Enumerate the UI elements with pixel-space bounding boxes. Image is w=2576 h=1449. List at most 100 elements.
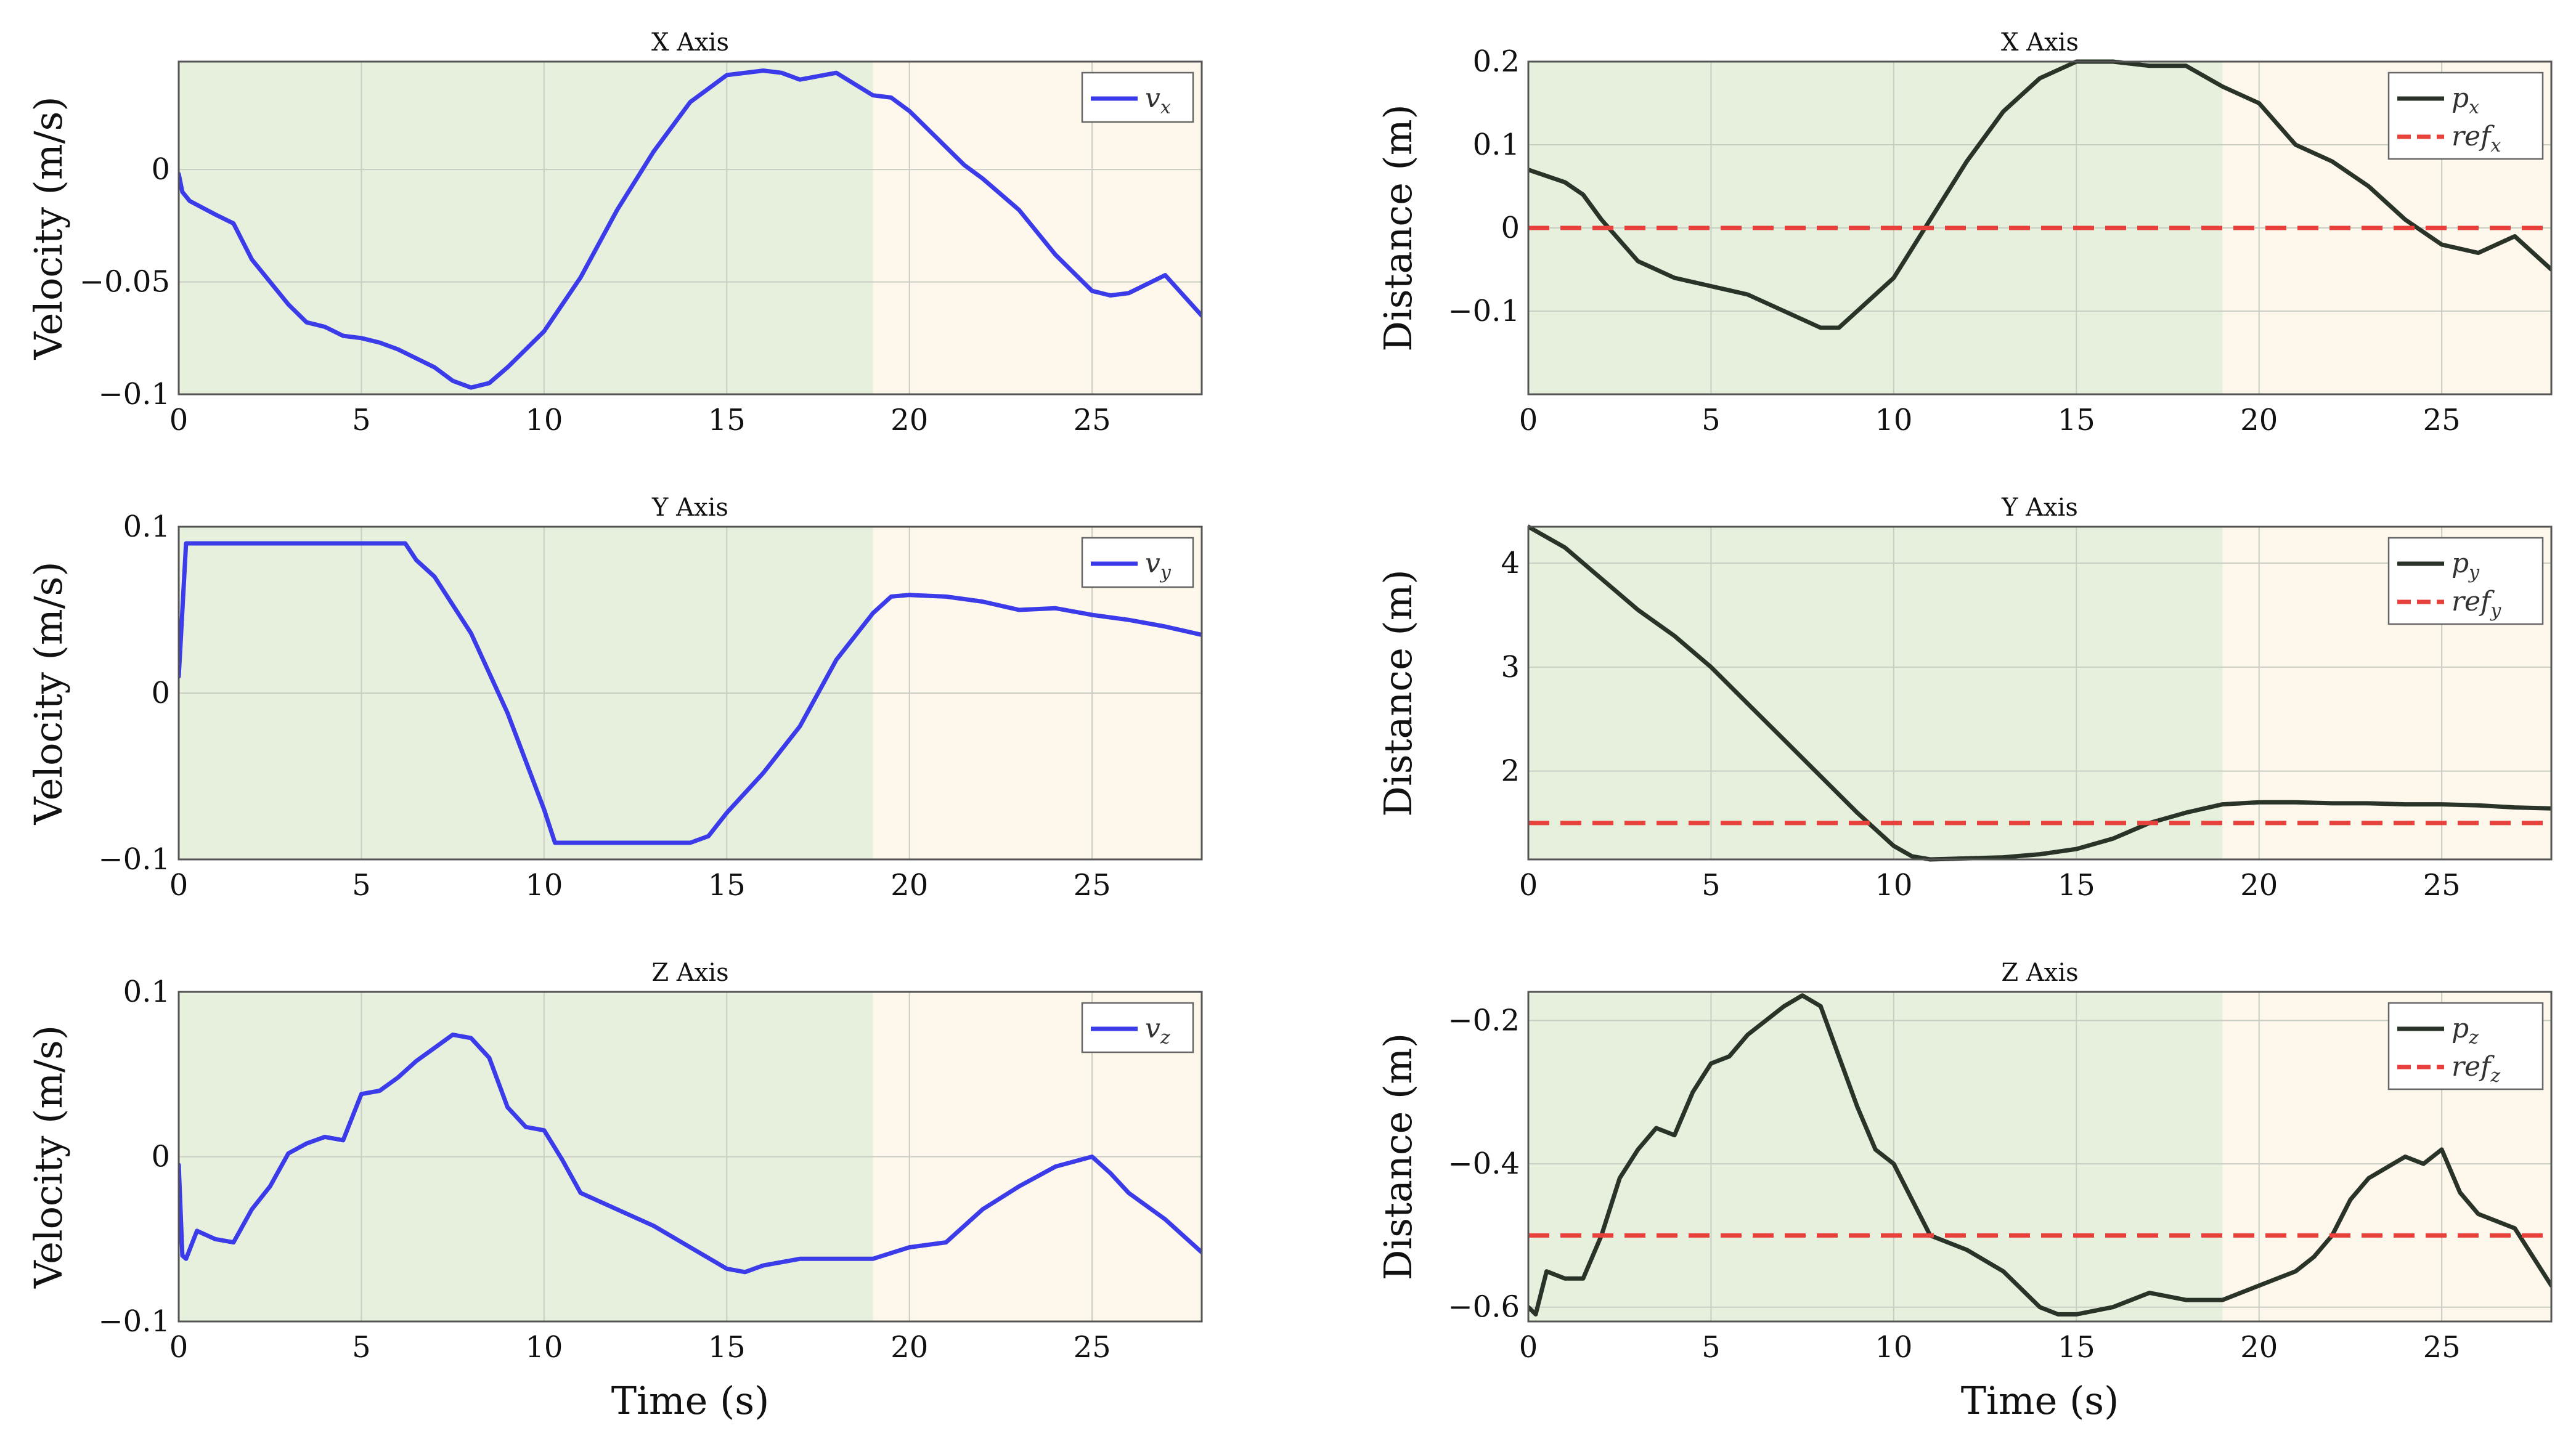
legend-subscript: x bbox=[1160, 97, 1171, 118]
y-tick-label: −0.6 bbox=[1448, 1290, 1520, 1325]
y-axis-label: Velocity (m/s) bbox=[26, 96, 71, 360]
y-tick-label: −0.1 bbox=[98, 1304, 170, 1339]
legend-label-p: px bbox=[2452, 83, 2479, 118]
series-v-x bbox=[179, 68, 1202, 390]
legend-label-p: pz bbox=[2452, 1013, 2479, 1049]
y-tick-label: 0 bbox=[1501, 211, 1520, 245]
legend-label-ref: refy bbox=[2452, 586, 2501, 622]
x-tick-label: 15 bbox=[708, 403, 746, 437]
legend: vx bbox=[1081, 71, 1194, 123]
x-tick-label: 5 bbox=[352, 403, 371, 437]
chart-vel-x: 0 5 10 15 20 25 0 −0.05 −0.1 X Axis Velocity (m/s)… bbox=[26, 28, 1203, 437]
x-tick-label: 15 bbox=[708, 1330, 746, 1365]
y-tick-label: 0.2 bbox=[1473, 44, 1520, 79]
x-tick-label: 5 bbox=[1702, 1330, 1721, 1365]
legend-box bbox=[2387, 1002, 2544, 1090]
y-tick-label: 0.1 bbox=[123, 975, 170, 1009]
x-tick-label: 0 bbox=[169, 868, 189, 903]
phase-1-background bbox=[1528, 992, 2223, 1321]
y-tick-label: −0.1 bbox=[1448, 294, 1520, 328]
legend-box bbox=[2387, 71, 2544, 160]
y-tick-label: 0.1 bbox=[123, 509, 170, 544]
x-tick-label: 10 bbox=[525, 1330, 563, 1365]
y-tick-label: −0.05 bbox=[79, 265, 170, 299]
legend-name: p bbox=[2452, 1013, 2469, 1044]
y-tick-label: 0 bbox=[151, 1140, 170, 1174]
x-tick-label: 5 bbox=[1702, 403, 1721, 437]
y-axis-label: Distance (m) bbox=[1376, 569, 1420, 816]
phase-1-background bbox=[1528, 527, 2223, 859]
legend-box bbox=[2387, 537, 2544, 625]
x-tick-label: 15 bbox=[2058, 868, 2095, 903]
y-axis-label: Velocity (m/s) bbox=[26, 561, 71, 825]
legend-name: ref bbox=[2452, 121, 2495, 152]
x-tick-label: 20 bbox=[2240, 868, 2278, 903]
series-v-z bbox=[179, 1033, 1202, 1275]
legend-name: v bbox=[1145, 1013, 1160, 1044]
x-tick-label: 25 bbox=[1074, 403, 1111, 437]
x-tick-label: 20 bbox=[2240, 1330, 2278, 1365]
legend-label-ref: refx bbox=[2452, 121, 2501, 156]
x-tick-label: 5 bbox=[1702, 868, 1721, 903]
legend: vy bbox=[1081, 537, 1194, 588]
x-tick-label: 15 bbox=[2058, 403, 2095, 437]
legend-subscript: x bbox=[2469, 97, 2479, 118]
x-tick-label: 10 bbox=[525, 403, 563, 437]
x-tick-label: 25 bbox=[2423, 403, 2461, 437]
chart-title: X Axis bbox=[2001, 28, 2079, 57]
chart-title: X Axis bbox=[651, 28, 729, 57]
chart-title: Y Axis bbox=[2001, 493, 2078, 522]
y-tick-label: 0 bbox=[151, 152, 170, 187]
y-tick-label: 4 bbox=[1501, 546, 1520, 580]
chart-pos-x: 0 5 10 15 20 25 0.2 0.1 0 −0.1 X Axis Distance (m) p… bbox=[1376, 28, 2553, 437]
chart-title: Z Axis bbox=[651, 959, 728, 987]
legend-label-v: vy bbox=[1145, 548, 1172, 583]
series-v-y bbox=[179, 541, 1202, 845]
plot-frame bbox=[1527, 991, 2553, 1323]
y-tick-label: 0.1 bbox=[1473, 128, 1520, 162]
legend-subscript: y bbox=[1159, 562, 1172, 583]
x-tick-label: 25 bbox=[1074, 868, 1111, 903]
x-tick-label: 20 bbox=[891, 403, 928, 437]
legend-subscript: z bbox=[1160, 1027, 1170, 1049]
legend-label-v: vx bbox=[1145, 83, 1171, 118]
legend-name: v bbox=[1145, 548, 1160, 579]
x-tick-label: 0 bbox=[169, 1330, 189, 1365]
legend-subscript: x bbox=[2490, 135, 2501, 156]
legend-label-v: vz bbox=[1145, 1013, 1170, 1049]
y-axis-label: Distance (m) bbox=[1376, 104, 1420, 351]
y-tick-label: −0.2 bbox=[1448, 1004, 1520, 1038]
x-tick-label: 20 bbox=[2240, 403, 2278, 437]
legend-name: ref bbox=[2452, 1051, 2495, 1082]
x-tick-label: 25 bbox=[1074, 1330, 1111, 1365]
plot-frame bbox=[1527, 60, 2553, 396]
y-tick-label: −0.4 bbox=[1448, 1147, 1520, 1181]
legend-name: v bbox=[1145, 83, 1160, 114]
x-tick-label: 25 bbox=[2423, 868, 2461, 903]
legend-label-p: py bbox=[2452, 548, 2480, 583]
x-tick-label: 15 bbox=[708, 868, 746, 903]
x-tick-label: 20 bbox=[891, 1330, 928, 1365]
series-p-y bbox=[1528, 524, 2551, 862]
y-tick-label: −0.1 bbox=[98, 377, 170, 412]
legend-subscript: z bbox=[2468, 1027, 2479, 1049]
legend-subscript: y bbox=[2489, 600, 2501, 622]
legend-name: ref bbox=[2452, 586, 2495, 617]
x-tick-label: 25 bbox=[2423, 1330, 2461, 1365]
x-axis-label: Time (s) bbox=[611, 1378, 770, 1423]
x-tick-label: 20 bbox=[891, 868, 928, 903]
x-tick-label: 10 bbox=[1875, 868, 1912, 903]
x-tick-label: 15 bbox=[2058, 1330, 2095, 1365]
x-tick-label: 10 bbox=[1875, 1330, 1912, 1365]
legend-name: p bbox=[2452, 548, 2469, 579]
chart-pos-z: 0 5 10 15 20 25 −0.2 −0.4 −0.6 Z Axis Distance (m)… bbox=[1376, 959, 2553, 1423]
plot-frame bbox=[177, 60, 1203, 396]
x-tick-label: 0 bbox=[1519, 1330, 1538, 1365]
legend-subscript: z bbox=[2490, 1065, 2500, 1087]
x-axis-label: Time (s) bbox=[1961, 1378, 2119, 1423]
plot-frame bbox=[1527, 526, 2553, 861]
